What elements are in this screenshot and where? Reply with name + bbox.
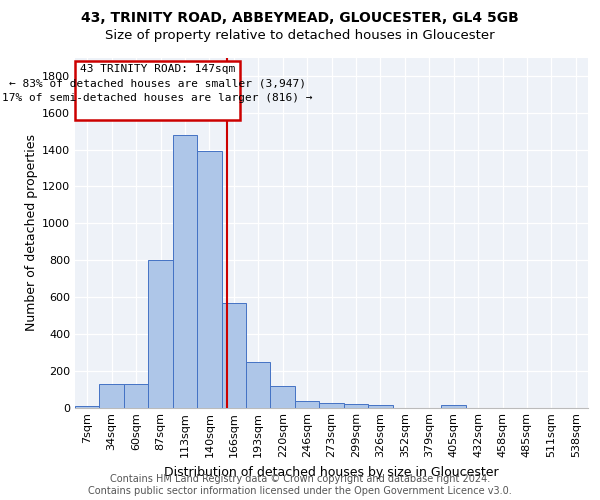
Bar xyxy=(197,152,221,408)
Text: 43, TRINITY ROAD, ABBEYMEAD, GLOUCESTER, GL4 5GB: 43, TRINITY ROAD, ABBEYMEAD, GLOUCESTER,… xyxy=(81,12,519,26)
Text: Size of property relative to detached houses in Gloucester: Size of property relative to detached ho… xyxy=(105,29,495,42)
Text: 43 TRINITY ROAD: 147sqm
← 83% of detached houses are smaller (3,947)
17% of semi: 43 TRINITY ROAD: 147sqm ← 83% of detache… xyxy=(2,64,313,102)
Bar xyxy=(148,260,173,408)
Bar xyxy=(344,404,368,407)
Bar xyxy=(319,403,344,407)
Bar xyxy=(221,302,246,408)
Bar xyxy=(124,384,148,407)
Bar xyxy=(173,135,197,407)
Bar xyxy=(368,404,392,407)
Bar xyxy=(442,404,466,407)
Bar xyxy=(246,362,271,408)
Bar xyxy=(75,406,100,407)
X-axis label: Distribution of detached houses by size in Gloucester: Distribution of detached houses by size … xyxy=(164,466,499,479)
Y-axis label: Number of detached properties: Number of detached properties xyxy=(25,134,38,331)
FancyBboxPatch shape xyxy=(75,61,240,120)
Bar xyxy=(100,384,124,407)
Bar xyxy=(271,386,295,407)
Text: Contains HM Land Registry data © Crown copyright and database right 2024.
Contai: Contains HM Land Registry data © Crown c… xyxy=(88,474,512,496)
Bar xyxy=(295,400,319,407)
